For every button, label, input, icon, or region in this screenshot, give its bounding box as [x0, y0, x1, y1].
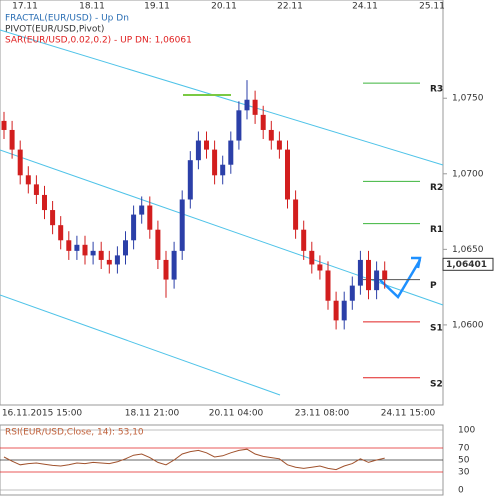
x-tick-label: 16.11.2015 15:00: [2, 409, 83, 419]
candle-body: [349, 285, 355, 301]
channel-line: [0, 294, 281, 396]
pivot-label: R2: [430, 183, 443, 193]
candle-body: [333, 300, 339, 321]
candle-body: [325, 270, 331, 301]
forecast-arrow: [379, 259, 422, 299]
candle-body: [187, 160, 193, 200]
pivot-label: R3: [430, 85, 443, 95]
pivot-label: P: [430, 281, 437, 291]
candle-body: [204, 140, 209, 150]
x-tick-label: 20.11 04:00: [209, 409, 264, 419]
y-tick-label: 1,0750: [452, 94, 484, 104]
candle-body: [317, 264, 323, 271]
y-tick-label: 1,0650: [452, 245, 484, 255]
last-price-box: [442, 257, 494, 271]
candle-body: [260, 114, 266, 130]
y-tick-label: 0: [458, 486, 464, 496]
candle-body: [341, 300, 347, 321]
top-date-label: 24.11: [352, 2, 378, 12]
candle-body: [301, 229, 307, 251]
y-tick-label: 1,0600: [452, 320, 484, 330]
candle-body: [25, 175, 31, 185]
candle-body: [106, 259, 112, 265]
candle-body: [171, 250, 177, 280]
candle-body: [268, 129, 274, 141]
candle-body: [252, 99, 258, 115]
candle-body: [98, 250, 104, 260]
channel-line: [0, 29, 444, 166]
candle-body: [9, 129, 15, 150]
last-price-label: 1,06401: [446, 260, 487, 270]
rsi-line: [3, 448, 385, 471]
candle-body: [114, 255, 120, 265]
candle-body: [366, 259, 371, 291]
top-date-label: 22.11: [277, 2, 303, 12]
candle-body: [163, 259, 169, 280]
candle-body: [220, 164, 226, 176]
legend-entry: PIVOT(EUR/USD,Pivot): [5, 25, 104, 35]
rsi-title: RSI(EUR/USD,Close, 14): 53,10: [5, 428, 144, 438]
top-date-label: 19.11: [144, 2, 170, 12]
candle-body: [179, 199, 185, 251]
top-date-label: 25.11: [419, 2, 445, 12]
candle-body: [131, 214, 137, 241]
candle-body: [66, 240, 72, 251]
top-date-label: 17.11: [12, 2, 38, 12]
candle-body: [155, 229, 161, 260]
pivot-label: R1: [430, 225, 443, 235]
candle-body: [382, 270, 388, 280]
candle-body: [17, 149, 23, 176]
y-tick-label: 30: [458, 468, 470, 478]
x-tick-label: 24.11 15:00: [381, 409, 436, 419]
candle-body: [139, 205, 145, 215]
candle-body: [82, 244, 88, 256]
pivot-label: S2: [430, 379, 443, 389]
candle-body: [1, 120, 7, 130]
candle-body: [228, 140, 234, 165]
candle-body: [309, 250, 315, 265]
legend-entry: FRACTAL(EUR/USD) - Up Dn: [5, 14, 129, 24]
y-tick-label: 100: [458, 426, 475, 436]
forecast-arrow-head: [411, 256, 422, 269]
y-tick-label: 50: [458, 456, 470, 466]
candle-body: [50, 210, 56, 226]
candle-body: [90, 250, 96, 256]
candle-body: [244, 99, 250, 111]
main-panel: [0, 0, 444, 406]
y-tick-label: 70: [458, 444, 470, 454]
top-date-label: 18.11: [79, 2, 105, 12]
candle-body: [276, 140, 282, 150]
legend-entry: SAR(EUR/USD,0.02,0.2) - UP DN: 1,06061: [5, 36, 192, 46]
candle-body: [42, 194, 47, 211]
candle-body: [212, 149, 218, 176]
pivot-label: S1: [430, 323, 443, 333]
candle-body: [293, 199, 299, 230]
candle-body: [285, 149, 290, 200]
candle-body: [33, 184, 39, 195]
candle-body: [74, 244, 80, 251]
top-date-label: 20.11: [211, 2, 237, 12]
candle-body: [58, 225, 64, 241]
candle-body: [357, 259, 363, 286]
y-tick-label: 1,0700: [452, 169, 484, 179]
candle-body: [236, 110, 242, 141]
candle-body: [374, 270, 380, 291]
candle-body: [195, 140, 201, 161]
candle-body: [147, 205, 153, 230]
candle-body: [123, 240, 128, 256]
x-tick-label: 18.11 21:00: [125, 409, 180, 419]
x-tick-label: 23.11 08:00: [295, 409, 350, 419]
